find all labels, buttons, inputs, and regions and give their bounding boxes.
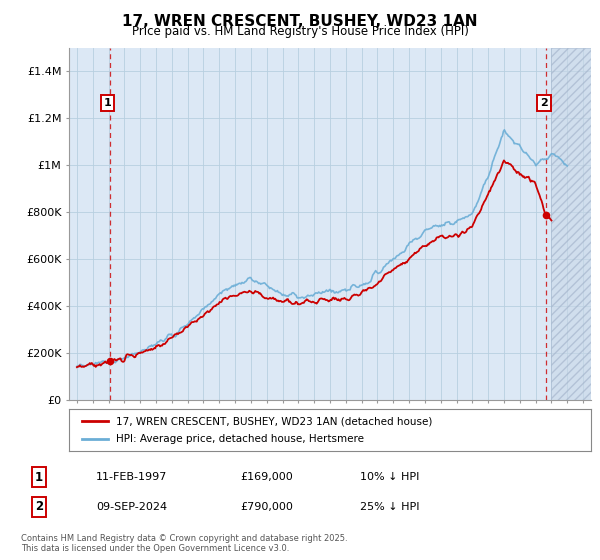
Text: 17, WREN CRESCENT, BUSHEY, WD23 1AN (detached house): 17, WREN CRESCENT, BUSHEY, WD23 1AN (det…: [116, 417, 433, 426]
Text: 11-FEB-1997: 11-FEB-1997: [96, 472, 167, 482]
Text: £169,000: £169,000: [240, 472, 293, 482]
Text: Price paid vs. HM Land Registry's House Price Index (HPI): Price paid vs. HM Land Registry's House …: [131, 25, 469, 38]
Text: 1: 1: [104, 98, 112, 108]
Text: HPI: Average price, detached house, Hertsmere: HPI: Average price, detached house, Hert…: [116, 434, 364, 444]
Text: £790,000: £790,000: [240, 502, 293, 512]
Text: 1: 1: [35, 470, 43, 484]
Bar: [551, 48, 591, 400]
Text: 2: 2: [540, 98, 548, 108]
Text: 10% ↓ HPI: 10% ↓ HPI: [360, 472, 419, 482]
Text: 17, WREN CRESCENT, BUSHEY, WD23 1AN: 17, WREN CRESCENT, BUSHEY, WD23 1AN: [122, 14, 478, 29]
Text: 09-SEP-2024: 09-SEP-2024: [96, 502, 167, 512]
Text: Contains HM Land Registry data © Crown copyright and database right 2025.
This d: Contains HM Land Registry data © Crown c…: [21, 534, 347, 553]
Text: 25% ↓ HPI: 25% ↓ HPI: [360, 502, 419, 512]
Text: 2: 2: [35, 500, 43, 514]
